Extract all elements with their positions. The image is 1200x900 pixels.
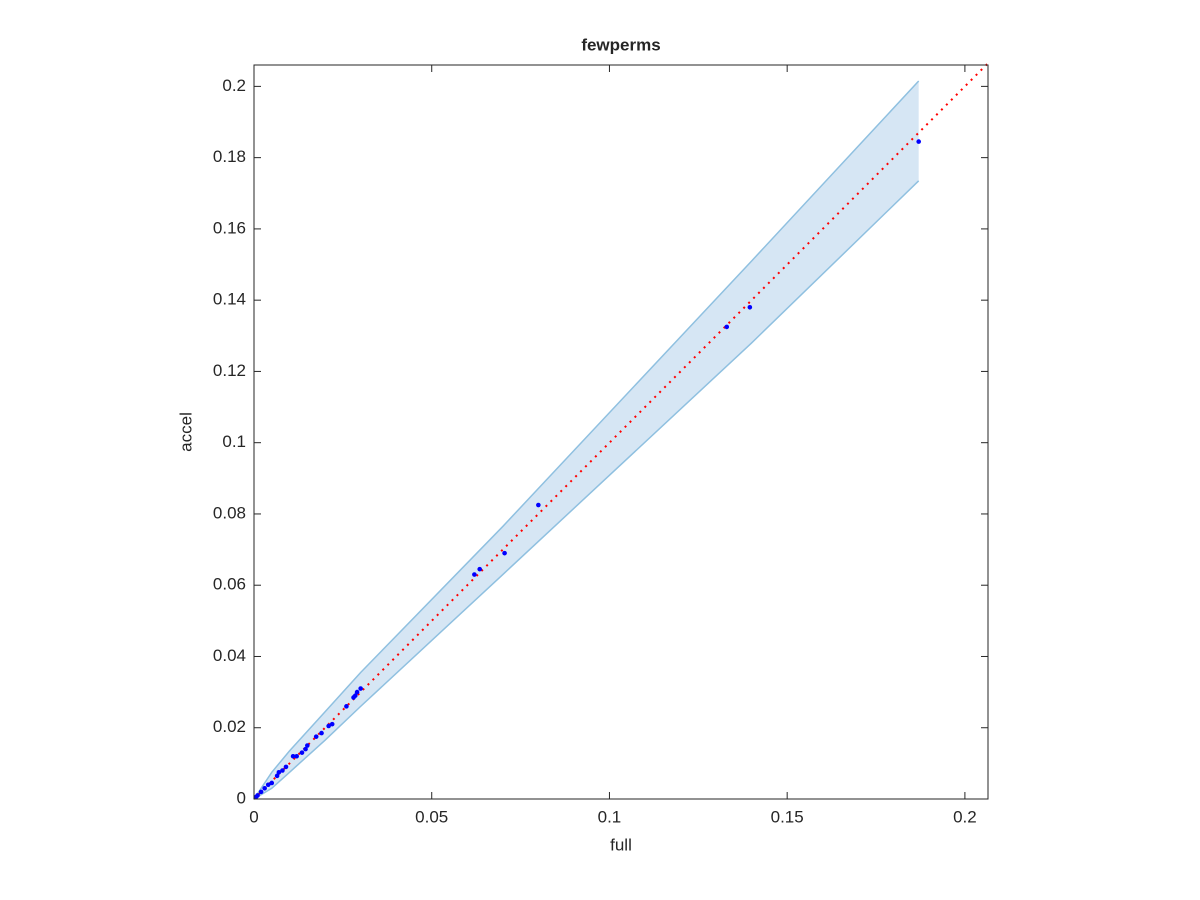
y-tick-label: 0.04 xyxy=(213,646,246,665)
data-point xyxy=(477,566,483,572)
data-point xyxy=(724,324,730,330)
data-point xyxy=(536,502,541,508)
data-point xyxy=(299,750,305,755)
chart-title: fewperms xyxy=(581,35,660,54)
data-point xyxy=(253,794,259,800)
data-point xyxy=(274,773,280,779)
x-tick-label: 0.15 xyxy=(771,807,804,826)
x-tick-label: 0.2 xyxy=(953,807,977,826)
data-point xyxy=(747,304,753,310)
y-tick-label: 0.16 xyxy=(213,218,246,237)
data-point xyxy=(262,786,267,791)
x-tick-label: 0.1 xyxy=(598,807,622,826)
y-tick-label: 0.02 xyxy=(213,717,246,736)
data-point xyxy=(276,769,282,775)
y-tick-label: 0.06 xyxy=(213,575,246,594)
data-point xyxy=(269,780,275,786)
x-tick-label: 0 xyxy=(249,807,258,826)
data-point xyxy=(358,686,363,691)
data-point xyxy=(283,764,289,770)
y-tick-label: 0.08 xyxy=(213,503,246,522)
data-point xyxy=(472,572,477,577)
y-axis-label: accel xyxy=(176,412,195,452)
data-point xyxy=(344,704,349,709)
data-point xyxy=(280,768,285,773)
reference-line xyxy=(253,62,989,800)
band-lower-edge xyxy=(253,180,920,800)
data-point xyxy=(313,734,319,739)
axes-box xyxy=(253,64,989,800)
data-point xyxy=(294,753,299,759)
data-point xyxy=(258,789,264,795)
y-tick-label: 0.2 xyxy=(222,76,246,95)
y-tick-label: 0.1 xyxy=(222,432,246,451)
data-point xyxy=(916,139,921,144)
x-axis-label: full xyxy=(610,835,632,854)
data-point xyxy=(265,782,271,788)
data-point xyxy=(303,746,308,752)
y-tick-label: 0.14 xyxy=(213,290,246,309)
y-tick-label: 0 xyxy=(237,788,246,807)
data-point xyxy=(351,695,356,700)
y-tick-label: 0.18 xyxy=(213,147,246,166)
data-point xyxy=(354,689,360,695)
data-point xyxy=(502,550,507,556)
data-point xyxy=(305,743,310,748)
data-point xyxy=(290,753,296,759)
band-upper-edge xyxy=(253,80,920,800)
y-tick-label: 0.12 xyxy=(213,361,246,380)
data-point xyxy=(326,723,331,729)
data-point xyxy=(319,730,324,736)
x-tick-label: 0.05 xyxy=(415,807,448,826)
data-point xyxy=(329,721,335,727)
